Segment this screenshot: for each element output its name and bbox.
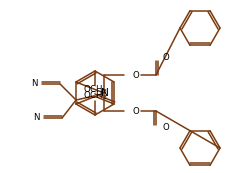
Text: O: O [163, 124, 169, 133]
Text: OCH$_3$: OCH$_3$ [83, 90, 107, 102]
Text: N: N [101, 88, 109, 98]
Text: O: O [163, 53, 169, 62]
Text: N: N [33, 113, 40, 122]
Text: O: O [133, 71, 139, 80]
Text: O: O [133, 107, 139, 116]
Text: N: N [32, 80, 38, 89]
Text: OCH$_3$: OCH$_3$ [83, 84, 107, 96]
